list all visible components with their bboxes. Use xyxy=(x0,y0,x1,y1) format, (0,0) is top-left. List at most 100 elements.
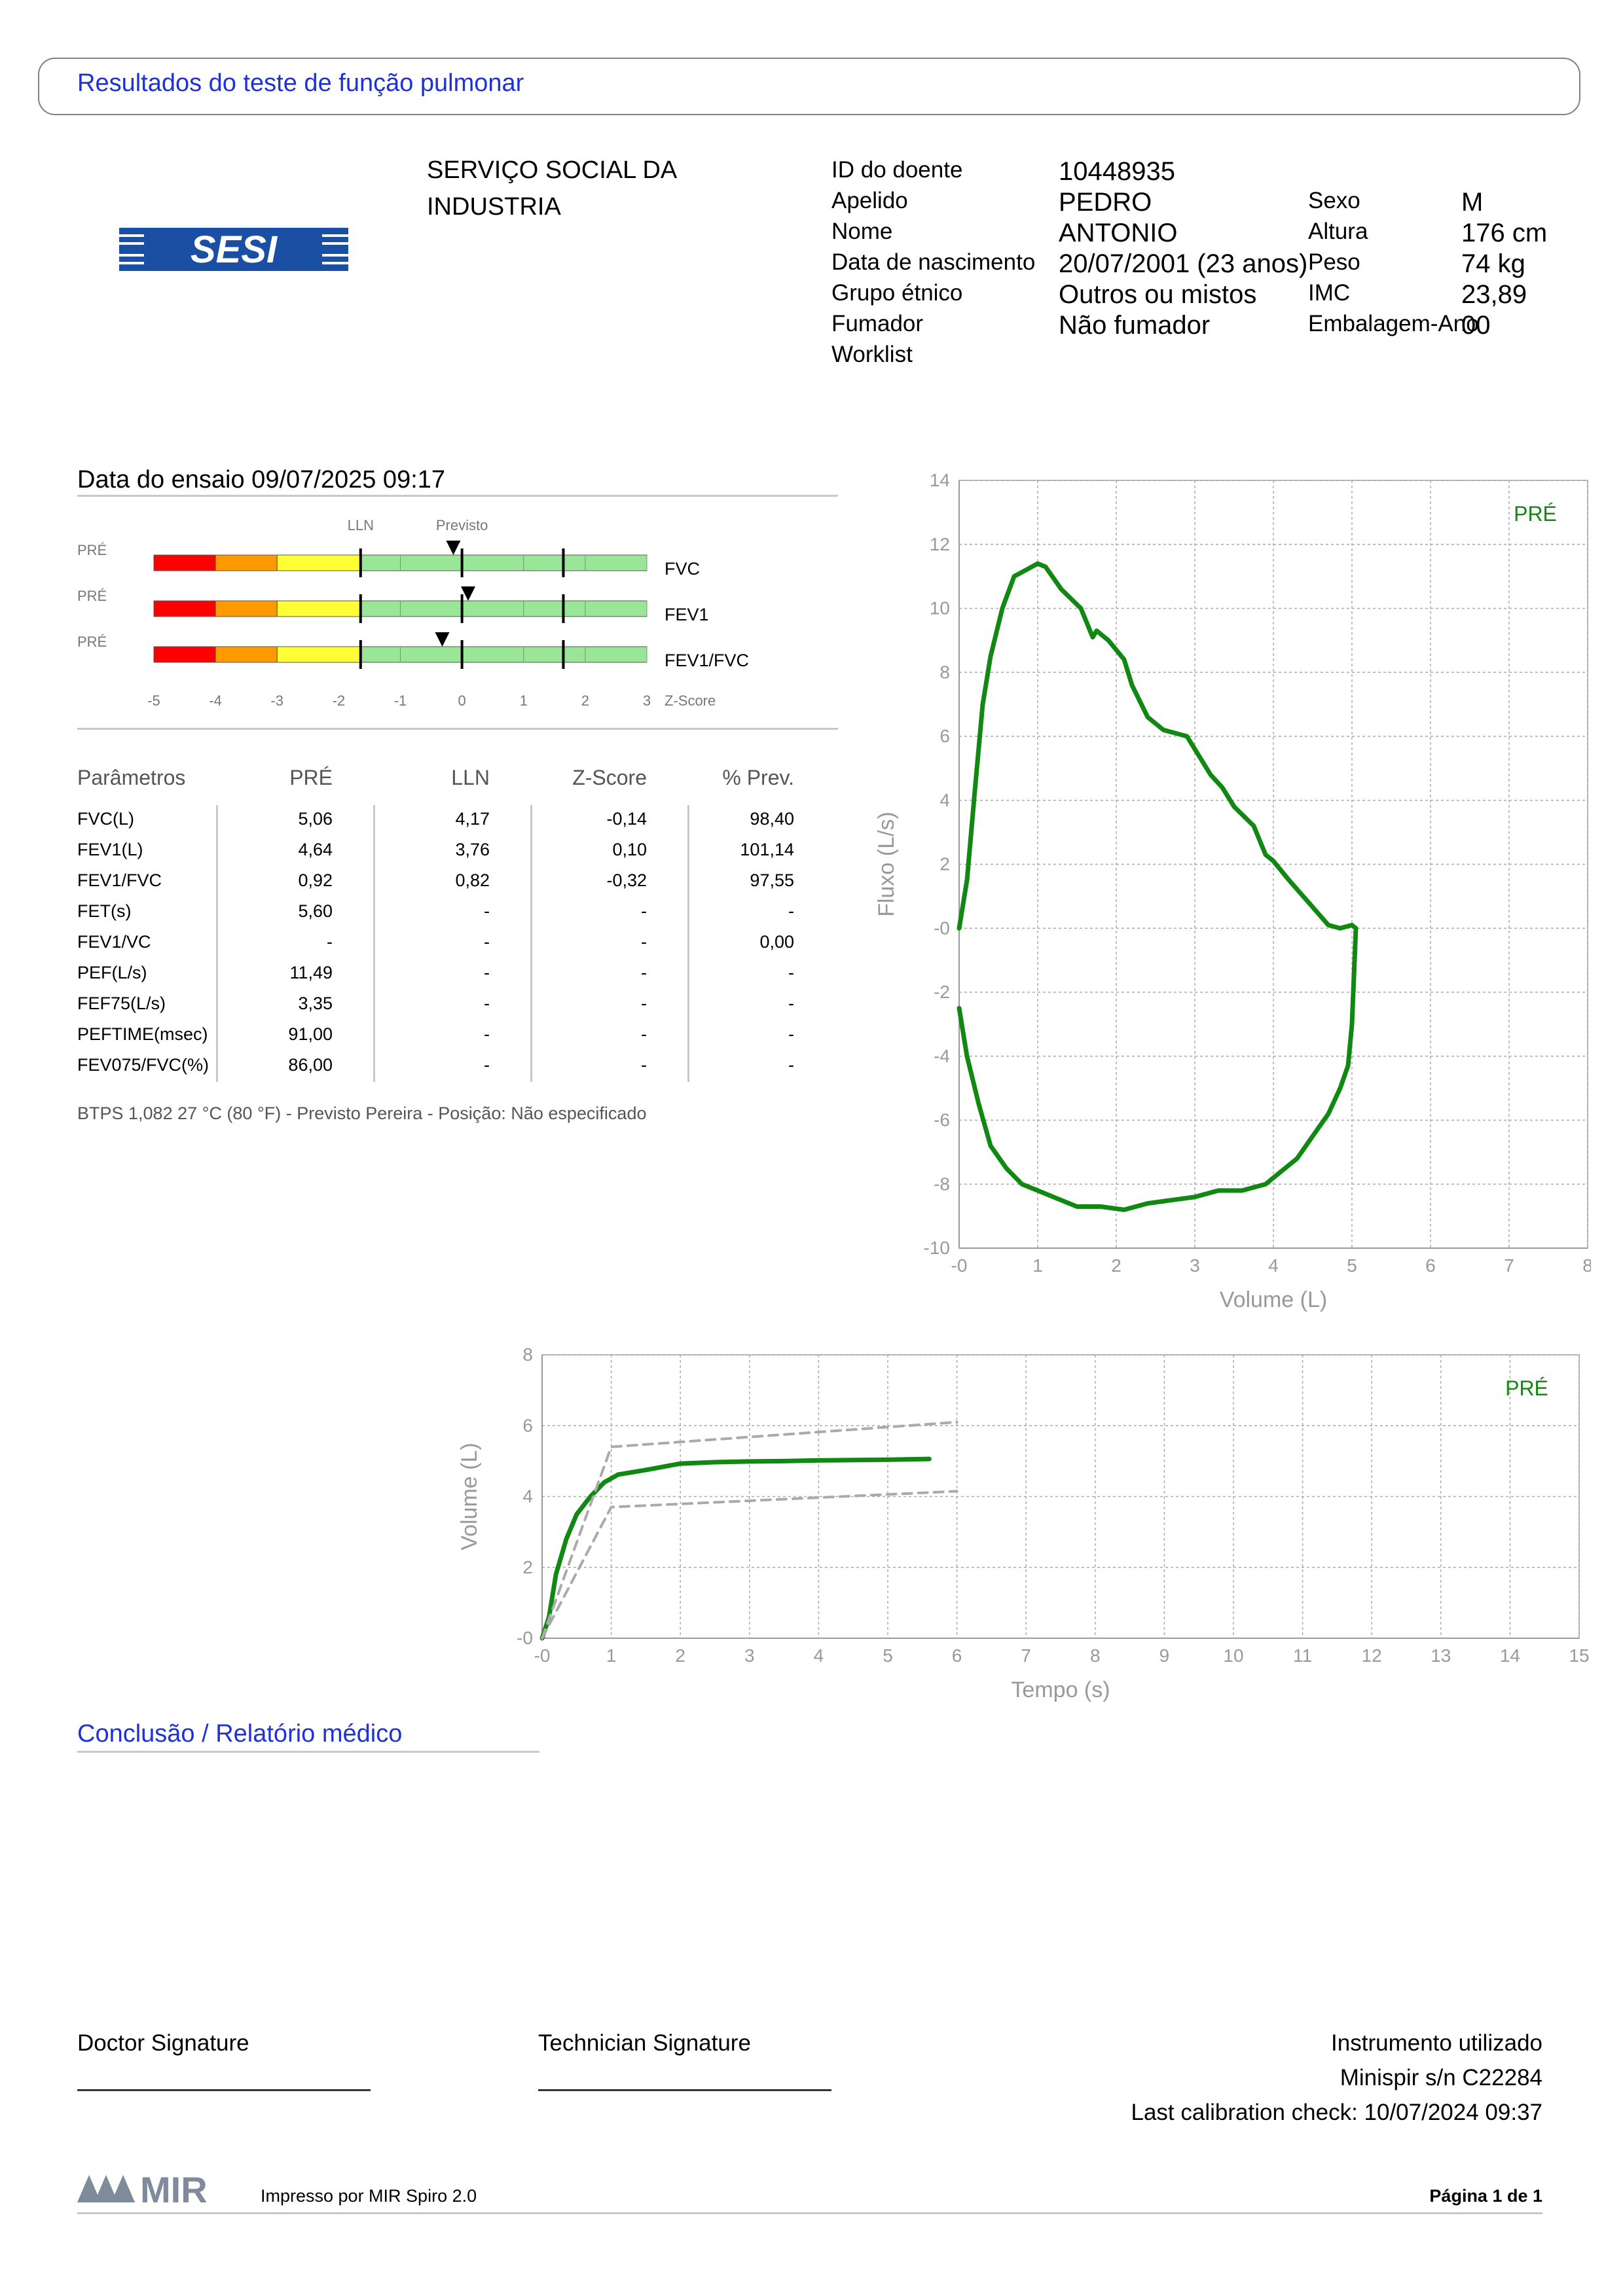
x-tick-label: 5 xyxy=(883,1645,893,1666)
y-tick-label: -6 xyxy=(934,1110,950,1130)
patient-smoker-label: Fumador xyxy=(831,311,924,336)
table-column-divider xyxy=(687,805,689,1082)
table-cell: 0,10 xyxy=(612,840,647,859)
table-column-divider xyxy=(530,805,532,1082)
patient-packyears-value: 00 xyxy=(1461,311,1491,340)
patient-smoker-value: Não fumador xyxy=(1059,311,1211,340)
x-tick-label: 9 xyxy=(1159,1645,1170,1666)
parameters-table: Parâmetros PRÉ LLN Z-Score % Prev. FVC(L) 5,06… xyxy=(77,766,804,1086)
calibration-check: Last calibration check: 10/07/2024 09:37 xyxy=(1131,2100,1543,2125)
table-header: LLN xyxy=(451,766,490,789)
table-cell: - xyxy=(788,1055,794,1075)
y-tick-label: -8 xyxy=(934,1174,950,1194)
y-tick-label: 4 xyxy=(939,790,950,810)
table-cell: 98,40 xyxy=(750,809,794,829)
zscore-band-red xyxy=(153,600,216,617)
table-cell: - xyxy=(641,1055,647,1075)
table-cell: 4,17 xyxy=(455,809,490,829)
table-cell: 11,49 xyxy=(289,963,333,982)
zscore-band-yellow xyxy=(276,600,361,617)
patient-ethnic-label: Grupo étnico xyxy=(831,280,963,306)
table-cell-parameter: FET(s) xyxy=(77,901,132,921)
x-tick-label: 8 xyxy=(1582,1255,1591,1276)
table-cell: 4,64 xyxy=(298,840,333,859)
table-cell: 3,35 xyxy=(298,994,333,1013)
zscore-marker xyxy=(461,586,476,601)
table-cell: - xyxy=(641,994,647,1013)
zscore-axis-label: Z-Score xyxy=(665,692,716,709)
x-tick-label: -0 xyxy=(951,1255,968,1276)
x-axis-label: Volume (L) xyxy=(1220,1287,1327,1312)
table-cell-parameter: FVC(L) xyxy=(77,809,134,829)
patient-name-value: ANTONIO xyxy=(1059,219,1178,247)
y-axis-label: Volume (L) xyxy=(457,1443,482,1550)
x-tick-label: 5 xyxy=(1347,1255,1357,1276)
patient-height-value: 176 cm xyxy=(1461,219,1548,247)
zscore-tick-label: -2 xyxy=(333,692,346,709)
reference-curve xyxy=(541,1420,958,1640)
zscore-tick-label: -3 xyxy=(270,692,283,709)
btps-note: BTPS 1,082 27 °C (80 °F) - Previsto Pere… xyxy=(77,1103,647,1123)
flow-volume-chart: -0 1 2 3 4 5 6 7 81412108642-0-2-4-6-8-10Volume … xyxy=(874,470,1591,1312)
mir-logo-text: MIR xyxy=(140,2170,208,2206)
table-cell: - xyxy=(788,901,794,921)
table-cell: 86,00 xyxy=(288,1055,333,1075)
y-tick-label: 10 xyxy=(930,598,950,619)
series-line xyxy=(539,1456,932,1641)
patient-sex-label: Sexo xyxy=(1308,188,1360,213)
legend-label: PRÉ xyxy=(1514,502,1557,526)
instrument-serial: Minispir s/n C22284 xyxy=(1340,2065,1542,2090)
table-cell: - xyxy=(484,901,490,921)
doctor-signature-label: Doctor Signature xyxy=(77,2030,249,2056)
x-tick-label: 10 xyxy=(1223,1645,1243,1666)
y-axis-label: Fluxo (L/s) xyxy=(874,812,899,917)
x-tick-label: 2 xyxy=(1111,1255,1122,1276)
y-tick-label: -2 xyxy=(934,982,950,1002)
zscore-row-tag: PRÉ xyxy=(77,634,107,650)
table-header: % Prev. xyxy=(722,766,794,789)
table-cell: - xyxy=(641,963,647,982)
table-cell-parameter: FEV075/FVC(%) xyxy=(77,1055,210,1075)
zscore-tick-label: -1 xyxy=(394,692,407,709)
page-title: Resultados do teste de função pulmonar xyxy=(77,69,524,97)
patient-dob-value: 20/07/2001 (23 anos) xyxy=(1059,249,1308,278)
zscore-marker xyxy=(446,541,461,555)
organization-name: SERVIÇO SOCIAL DA INDUSTRIA xyxy=(427,152,820,225)
zscore-band-green xyxy=(360,600,647,617)
zscore-band-yellow xyxy=(276,554,361,571)
patient-sex-value: M xyxy=(1461,188,1484,217)
zscore-tick-label: 1 xyxy=(520,692,528,709)
y-tick-label: -0 xyxy=(934,918,950,938)
mir-logo: MIR xyxy=(77,2170,208,2206)
patient-name-label: Nome xyxy=(831,219,893,244)
table-cell: 5,06 xyxy=(298,809,333,829)
zscore-row-name: FVC xyxy=(665,559,700,579)
test-date-rule xyxy=(77,495,838,497)
zscore-band-green xyxy=(360,646,647,663)
x-tick-label: 7 xyxy=(1021,1645,1031,1666)
table-cell-parameter: PEFTIME(msec) xyxy=(77,1024,208,1044)
zscore-band-red xyxy=(153,646,216,663)
table-cell: - xyxy=(327,932,333,952)
patient-height-label: Altura xyxy=(1308,219,1368,244)
x-tick-label: 3 xyxy=(1190,1255,1200,1276)
x-tick-label: 14 xyxy=(1500,1645,1520,1666)
y-tick-label: -4 xyxy=(934,1046,950,1066)
table-column-divider xyxy=(373,805,375,1082)
conclusion-title: Conclusão / Relatório médico xyxy=(77,1720,403,1748)
patient-surname-value: PEDRO xyxy=(1059,188,1152,217)
table-cell: 0,92 xyxy=(298,870,333,890)
x-tick-label: 11 xyxy=(1293,1645,1312,1666)
zscore-band-orange xyxy=(215,600,278,617)
printed-by: Impresso por MIR Spiro 2.0 xyxy=(261,2186,477,2206)
technician-signature-label: Technician Signature xyxy=(538,2030,751,2056)
page-number: Página 1 de 1 xyxy=(1429,2186,1542,2206)
x-tick-label: 15 xyxy=(1569,1645,1589,1666)
zscore-tick-label: 3 xyxy=(643,692,651,709)
patient-worklist-label: Worklist xyxy=(831,342,913,367)
x-tick-label: 13 xyxy=(1431,1645,1451,1666)
conclusion-rule xyxy=(77,1751,539,1753)
zscore-band-green xyxy=(360,554,647,571)
patient-bmi-value: 23,89 xyxy=(1461,280,1527,309)
zscore-band-red xyxy=(153,554,216,571)
